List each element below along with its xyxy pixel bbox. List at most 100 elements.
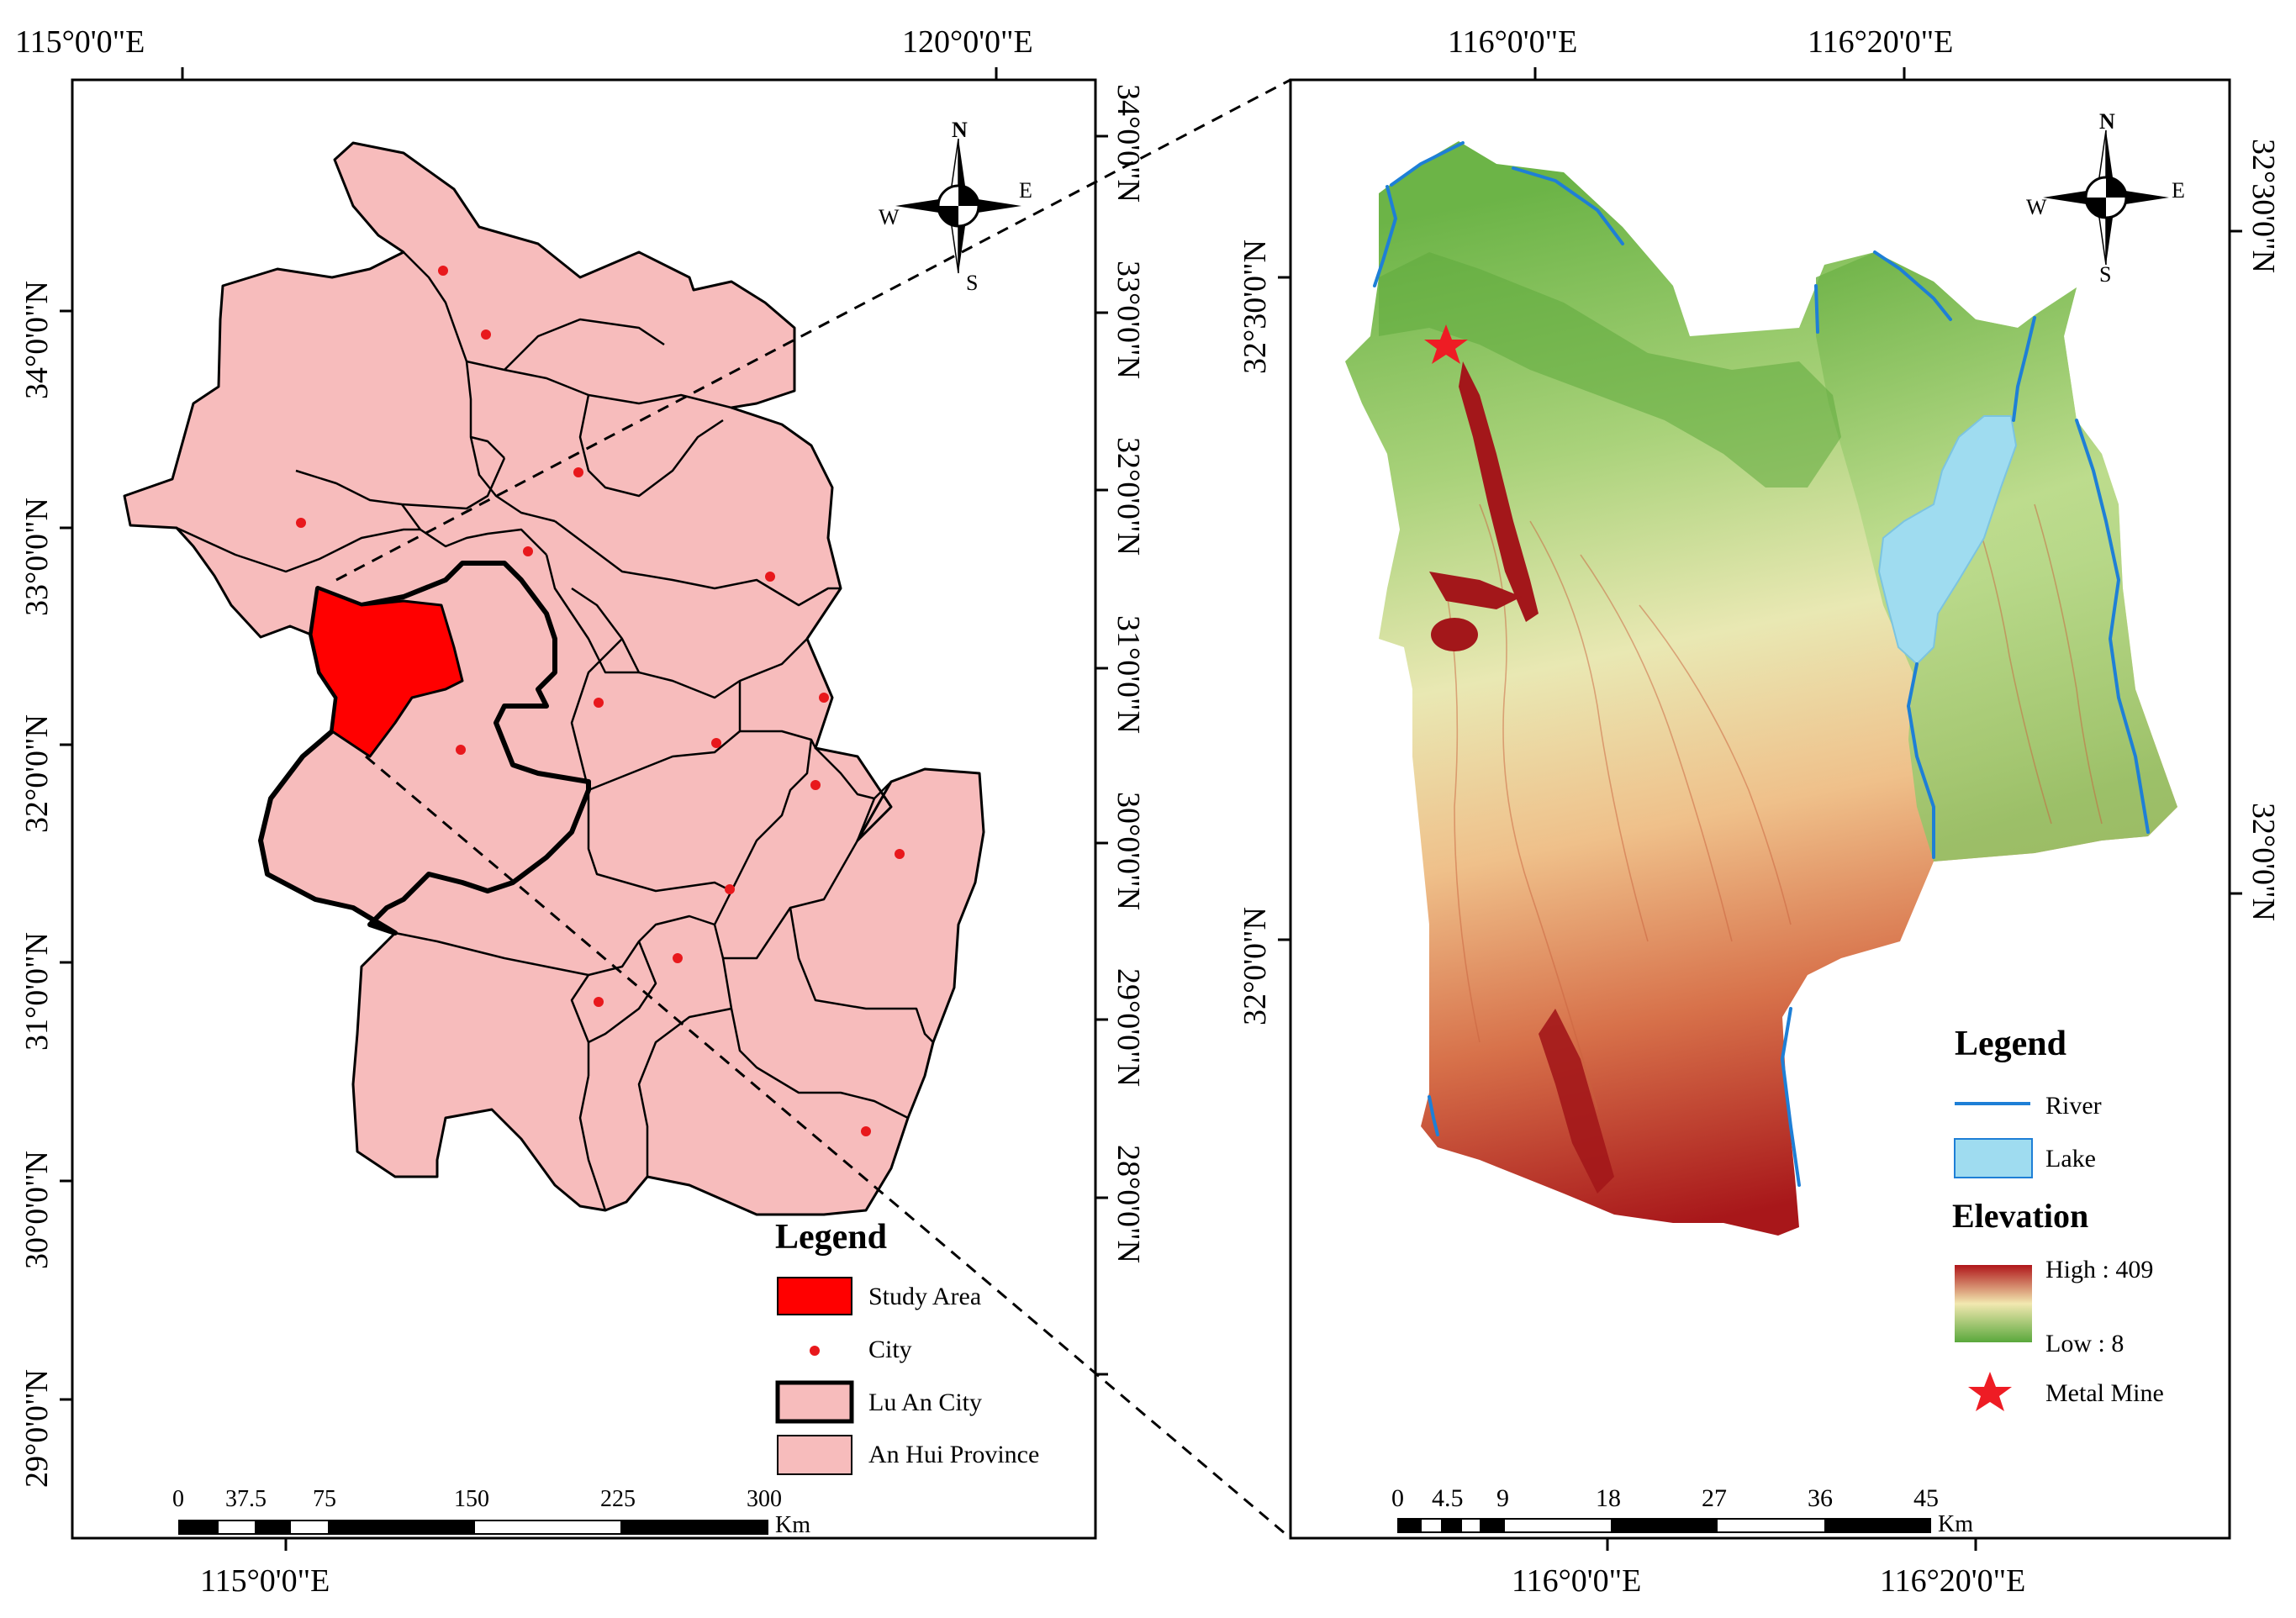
right-scale-tick: 9 — [1496, 1484, 1509, 1512]
coord-label: 32°30'0"N — [1238, 240, 1273, 374]
city-dot — [895, 849, 905, 859]
dem-drainage-texture — [1445, 470, 2103, 1110]
north-arrow-right: N S E W — [2026, 109, 2185, 287]
coord-label: 34°0'0"N — [19, 281, 55, 399]
right-scale-tick: 36 — [1808, 1484, 1833, 1512]
river-line — [1814, 284, 1819, 334]
river-line — [1873, 250, 1952, 321]
coord-label: 30°0'0"N — [19, 1151, 55, 1269]
legend-swatch-city — [810, 1346, 820, 1356]
coord-label: 116°20'0"E — [1880, 1563, 2025, 1599]
left-scale-unit: Km — [775, 1512, 810, 1538]
coord-label: 116°20'0"E — [1808, 24, 1953, 60]
legend-label-anhui: An Hui Province — [868, 1441, 1039, 1468]
legend-label-river: River — [2045, 1092, 2102, 1120]
lake-shape — [1877, 415, 2018, 666]
river-line — [1390, 141, 1465, 187]
left-legend-title: Legend — [775, 1218, 887, 1257]
coord-label: 32°0'0"N — [19, 714, 55, 833]
compass-s: S — [2099, 262, 2111, 287]
left-scale-tick: 225 — [600, 1486, 636, 1512]
city-dot — [573, 467, 583, 477]
coord-label: 31°0'0"N — [19, 932, 55, 1051]
left-scale-tick: 150 — [454, 1486, 489, 1512]
legend-label-mine: Metal Mine — [2045, 1379, 2164, 1407]
coord-label: 32°0'0"N — [1238, 907, 1273, 1025]
city-dot — [861, 1126, 871, 1136]
legend-label-high: High : 409 — [2045, 1256, 2153, 1283]
rivers — [1373, 141, 2150, 1187]
right-map: N S E W Legend River Lake Elevation High… — [1238, 24, 2281, 1599]
city-dot — [810, 780, 821, 790]
left-frame-ticks — [60, 67, 1108, 1551]
city-dot — [594, 698, 604, 708]
coord-label: 29°0'0"N — [1111, 968, 1146, 1087]
city-dot — [711, 738, 721, 748]
dem-east-basin — [1816, 252, 2177, 862]
north-arrow-left: N S E W — [879, 118, 1032, 295]
city-dots — [296, 266, 905, 1136]
river-line — [1781, 1007, 1801, 1187]
dem-lowland-band — [1379, 252, 1841, 488]
legend-label-low: Low : 8 — [2045, 1330, 2124, 1357]
coord-label: 116°0'0"E — [1448, 24, 1577, 60]
coord-label: 116°0'0"E — [1512, 1563, 1641, 1599]
legend-label-luan: Lu An City — [868, 1389, 982, 1416]
legend-swatch-study-area — [777, 1277, 852, 1315]
prefecture-borders — [176, 251, 934, 1211]
left-legend: Legend Study Area City Lu An City An Hui… — [775, 1218, 1039, 1475]
coord-label: 29°0'0"N — [19, 1369, 55, 1488]
zoom-connector-lines — [335, 78, 1291, 1540]
legend-label-lake: Lake — [2045, 1145, 2096, 1173]
left-scale-tick: 37.5 — [225, 1486, 267, 1512]
compass-s: S — [966, 271, 978, 295]
coord-label: 120°0'0"E — [902, 24, 1033, 60]
left-scale-tick: 75 — [313, 1486, 336, 1512]
city-dot — [438, 266, 448, 276]
coord-label: 28°0'0"N — [1111, 1145, 1146, 1263]
city-dot — [456, 745, 466, 755]
left-scalebar: 0 37.5 75 150 225 300 Km — [172, 1486, 810, 1538]
city-dot — [673, 953, 683, 963]
legend-swatch-luan — [775, 1380, 854, 1424]
river-line — [1373, 185, 1397, 287]
city-dot — [296, 518, 306, 528]
coord-label: 32°0'0"N — [1111, 437, 1146, 556]
dem-high-ridge — [1429, 361, 1614, 1194]
legend-elevation-title: Elevation — [1952, 1197, 2088, 1235]
river-line — [1428, 1095, 1439, 1136]
river-line — [2075, 419, 2150, 834]
right-scale-tick: 18 — [1596, 1484, 1621, 1512]
city-dot — [819, 693, 829, 703]
compass-e: E — [1019, 178, 1032, 203]
left-scale-tick: 300 — [747, 1486, 782, 1512]
right-scale-tick: 45 — [1913, 1484, 1939, 1512]
coord-label: 115°0'0"E — [15, 24, 145, 60]
city-dot — [594, 997, 604, 1007]
river-line — [1907, 662, 1935, 859]
legend-swatch-lake — [1954, 1138, 2033, 1178]
anhui-province-shape — [123, 141, 985, 1216]
study-area-shape — [309, 587, 464, 758]
coord-label: 33°0'0"N — [19, 498, 55, 616]
legend-swatch-anhui — [777, 1435, 852, 1475]
luan-city-boundary — [258, 561, 591, 935]
city-dot — [481, 329, 491, 340]
right-legend: Legend River Lake Elevation High : 409 L… — [1952, 1025, 2164, 1411]
legend-elevation-ramp — [1955, 1265, 2032, 1342]
compass-n: N — [2099, 109, 2115, 134]
legend-swatch-mine — [1968, 1372, 2012, 1411]
compass-w: W — [879, 205, 900, 229]
right-legend-title: Legend — [1955, 1025, 2066, 1063]
coord-label: 30°0'0"N — [1111, 792, 1146, 910]
city-dot — [725, 884, 735, 894]
city-dot — [765, 572, 775, 582]
metal-mine-marker — [1424, 324, 1468, 364]
right-scale-tick: 0 — [1391, 1484, 1404, 1512]
left-map: N S E W Legend Study Area City Lu An Cit… — [15, 24, 1146, 1599]
coord-label: 33°0'0"N — [1111, 261, 1146, 379]
compass-w: W — [2026, 195, 2047, 219]
coord-label: 34°0'0"N — [1111, 84, 1146, 203]
river-line — [2012, 316, 2036, 422]
